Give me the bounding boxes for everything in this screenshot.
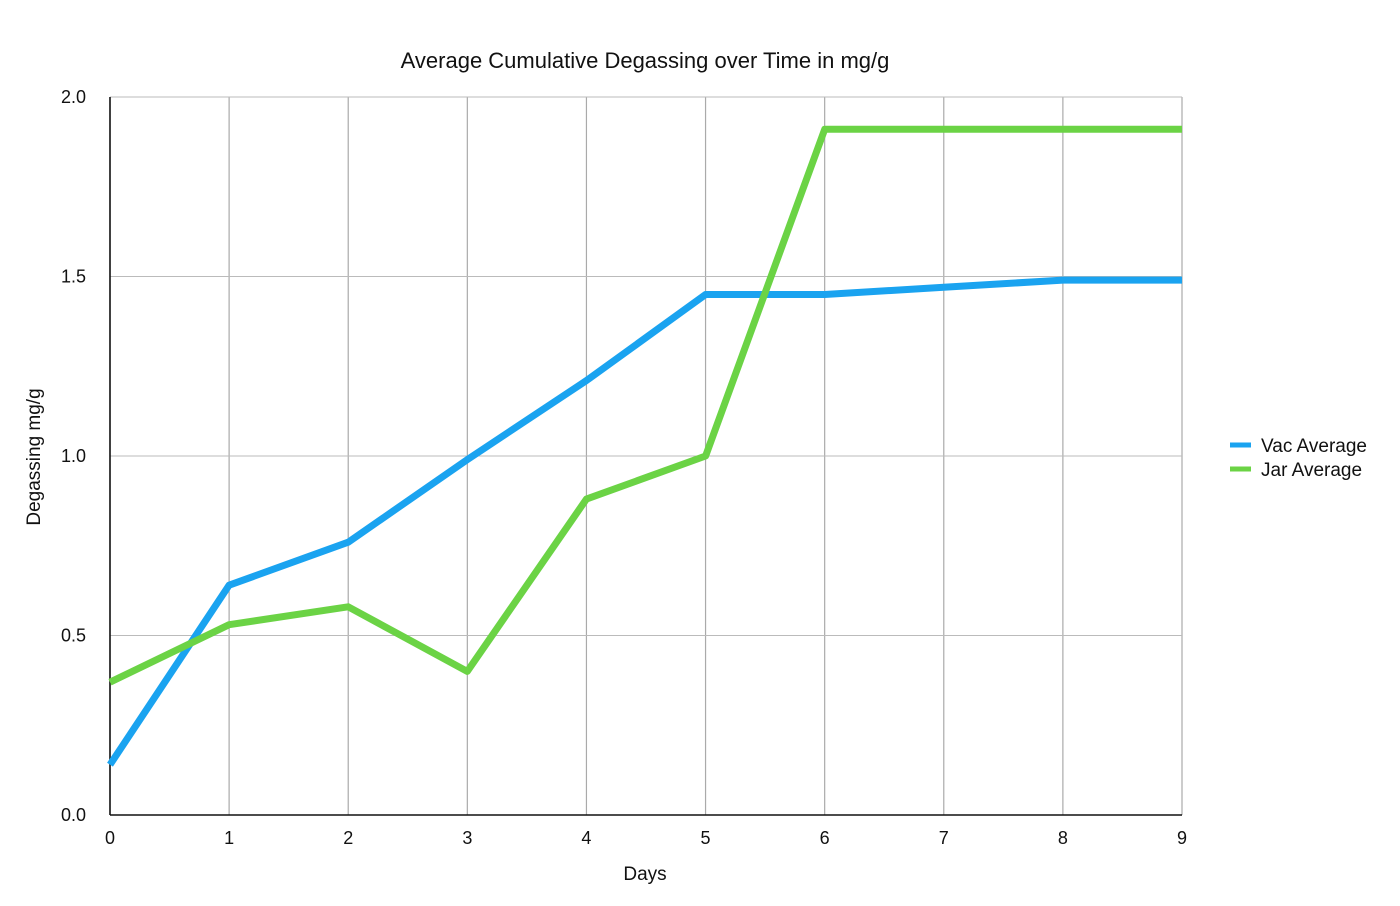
grid-lines xyxy=(110,96,1183,815)
legend-label-vac-average: Vac Average xyxy=(1261,436,1367,457)
legend: Vac Average Jar Average xyxy=(1230,436,1367,481)
y-tick-label: 0.0 xyxy=(61,805,86,825)
x-tick-label: 7 xyxy=(939,828,949,848)
x-axis-label: Days xyxy=(623,864,666,885)
y-tick-label: 0.5 xyxy=(61,626,86,646)
axes xyxy=(109,97,1182,816)
x-tick-label: 6 xyxy=(820,828,830,848)
y-axis-label: Degassing mg/g xyxy=(24,388,45,525)
y-tick-label: 1.5 xyxy=(61,267,86,287)
chart-title: Average Cumulative Degassing over Time i… xyxy=(401,48,890,73)
x-tick-label: 1 xyxy=(224,828,234,848)
x-tick-labels: 0 1 2 3 4 5 6 7 8 9 xyxy=(105,828,1187,848)
y-tick-labels: 0.0 0.5 1.0 1.5 2.0 xyxy=(61,87,86,825)
x-tick-label: 3 xyxy=(462,828,472,848)
series-line-jar-average xyxy=(108,125,1182,686)
y-tick-label: 2.0 xyxy=(61,87,86,107)
x-tick-label: 0 xyxy=(105,828,115,848)
legend-label-jar-average: Jar Average xyxy=(1261,460,1362,481)
y-tick-label: 1.0 xyxy=(61,446,86,466)
x-tick-label: 2 xyxy=(343,828,353,848)
series-lines xyxy=(107,125,1182,767)
x-tick-label: 8 xyxy=(1058,828,1068,848)
x-tick-label: 5 xyxy=(701,828,711,848)
x-tick-label: 9 xyxy=(1177,828,1187,848)
x-tick-label: 4 xyxy=(581,828,591,848)
series-line-vac-average xyxy=(107,276,1182,767)
